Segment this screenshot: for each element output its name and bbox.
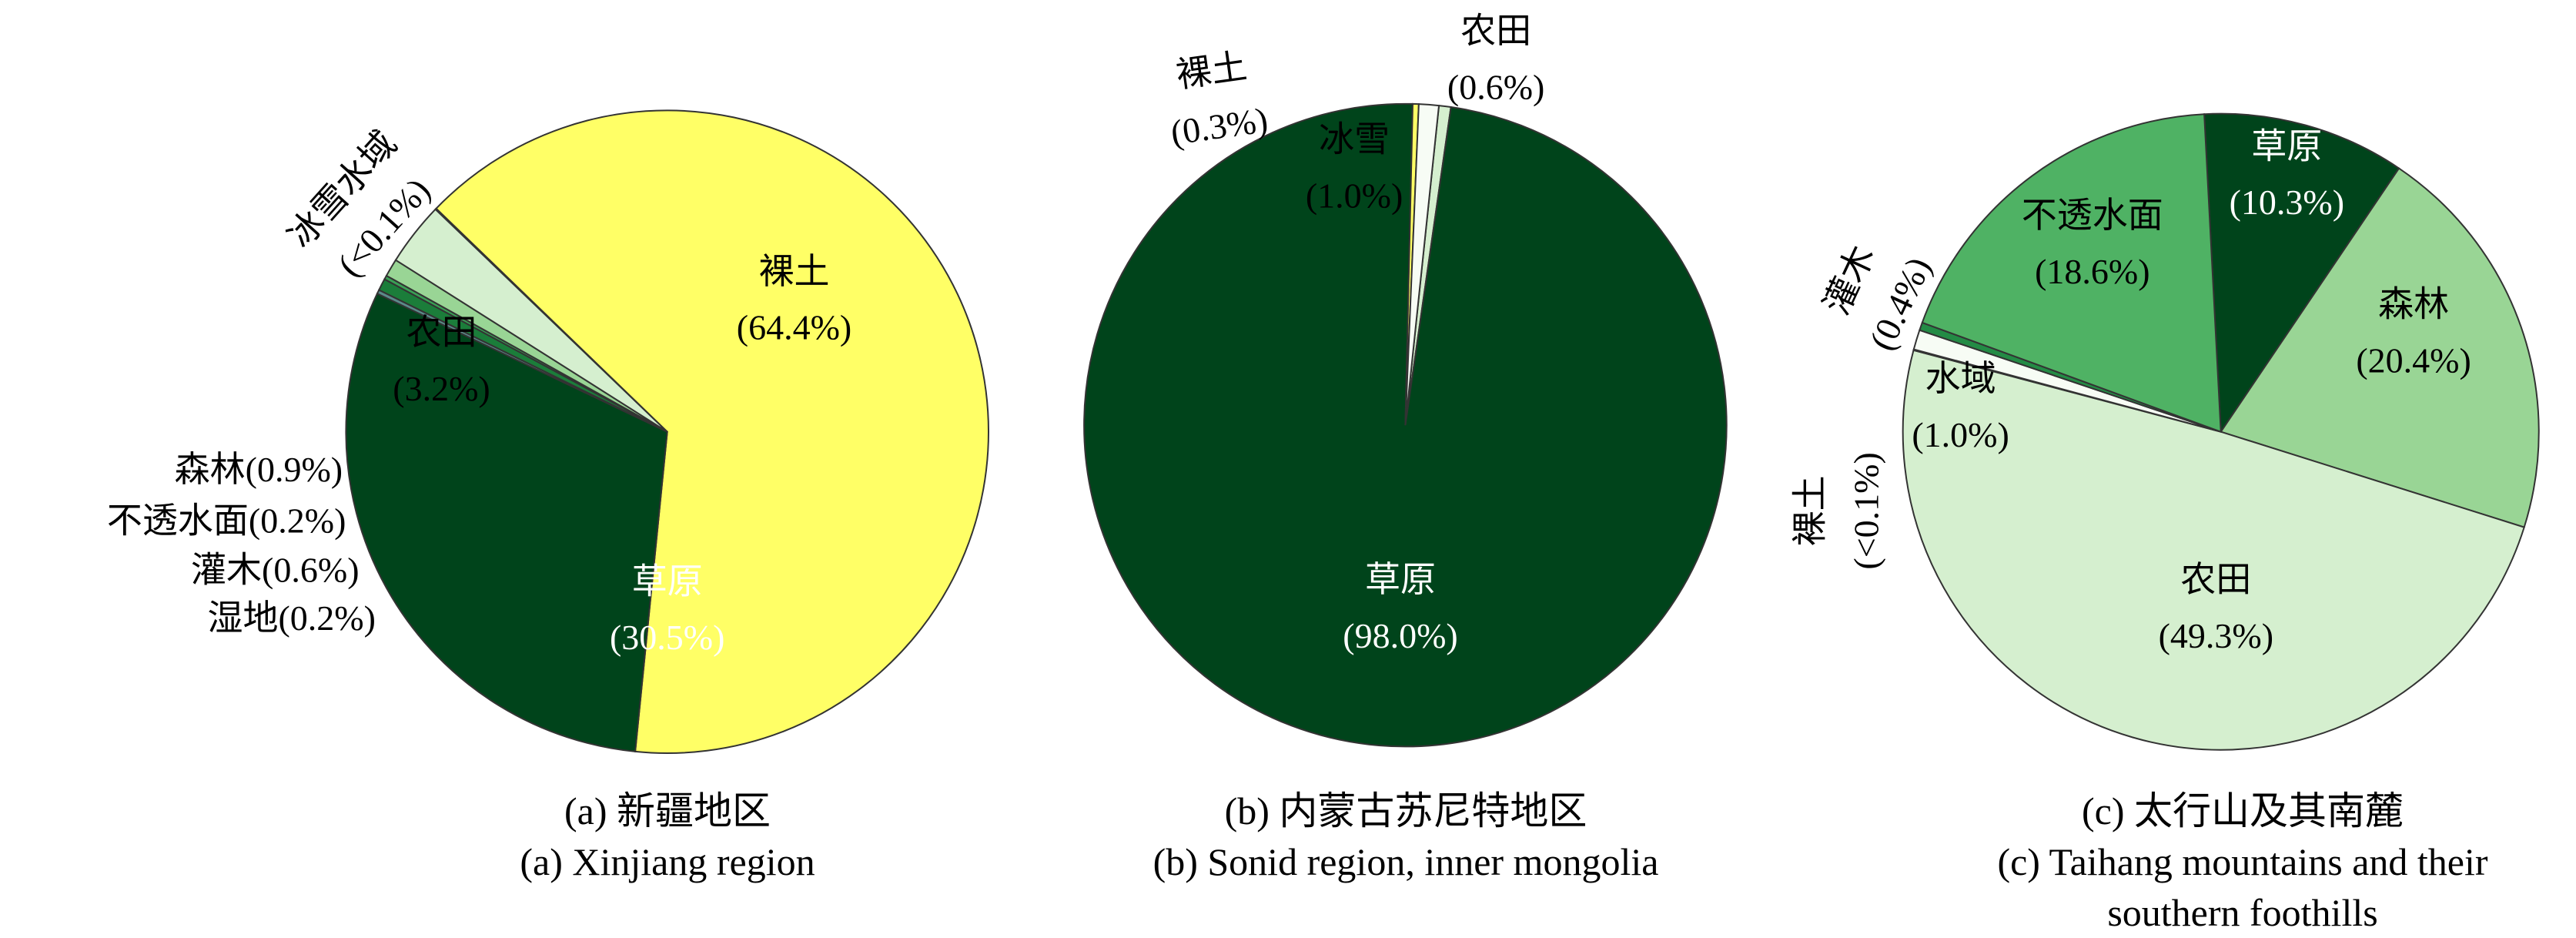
- slice-label: 草原 (30.5%): [610, 561, 724, 657]
- value-label: (0.9%): [246, 450, 343, 489]
- category-label: 森林: [175, 450, 246, 489]
- category-label: 灌木: [191, 550, 262, 589]
- category-label: 农田: [406, 313, 477, 352]
- category-label: 草原: [632, 561, 703, 601]
- category-label: 裸土: [1791, 475, 1830, 546]
- caption-zh: (c) 太行山及其南麓: [2082, 789, 2404, 832]
- caption: (a) 新疆地区 (a) Xinjiang region: [375, 786, 960, 887]
- pie-slice: [1902, 349, 2525, 751]
- pie-charts: 裸土(64.4%)草原(30.5%)湿地(0.2%)灌木(0.6%)不透水面(0…: [107, 12, 2540, 754]
- slice-label: 裸土(0.3%): [1169, 46, 1270, 152]
- pie-slice: [345, 292, 668, 752]
- slice-label: 冰雪 (1.0%): [1306, 120, 1403, 216]
- value-label: (0.2%): [249, 501, 346, 540]
- category-label: 湿地: [207, 598, 278, 637]
- category-label: 草原: [1365, 560, 1436, 599]
- category-label: 冰雪: [1319, 120, 1390, 159]
- slice-label: 灌木(0.6%): [191, 550, 359, 589]
- caption-en: (a) Xinjiang region: [520, 840, 815, 883]
- slice-label: 不透水面(0.2%): [107, 501, 346, 540]
- category-label: 不透水面: [2022, 196, 2163, 235]
- value-label: (30.5%): [610, 618, 724, 657]
- pie: [1902, 112, 2540, 751]
- category-label: 灌木: [1817, 240, 1882, 320]
- caption: (b) 内蒙古苏尼特地区 (b) Sonid region, inner mon…: [1113, 786, 1698, 887]
- pie-slice: [2220, 167, 2540, 528]
- category-label: 不透水面: [107, 501, 249, 540]
- pie-slice: [1921, 113, 2222, 434]
- value-label: (0.6%): [1447, 67, 1544, 106]
- category-label: 水域: [1925, 359, 1996, 398]
- caption-en: (c) Taihang mountains and their southern…: [1997, 840, 2488, 934]
- caption-zh: (a) 新疆地区: [564, 789, 771, 832]
- pie-slice: [2203, 112, 2400, 434]
- slice-label: 草原 (10.3%): [2230, 126, 2344, 222]
- value-label: (18.6%): [2035, 252, 2149, 291]
- pie-slice: [434, 207, 668, 433]
- value-label: (20.4%): [2356, 341, 2471, 380]
- value-label: (<0.1%): [1846, 452, 1885, 569]
- value-label: (3.2%): [393, 369, 490, 408]
- slice-label-text: 不透水面(0.2%): [107, 501, 346, 540]
- caption-en: (b) Sonid region, inner mongolia: [1153, 840, 1659, 883]
- slice-label: 水域 (1.0%): [1912, 359, 2009, 454]
- caption-zh: (b) 内蒙古苏尼特地区: [1224, 789, 1587, 832]
- category-label: 农田: [2180, 560, 2251, 599]
- value-label: (10.3%): [2230, 183, 2344, 222]
- slice-label: 裸土 (<0.1%): [1791, 452, 1886, 569]
- value-label: (64.4%): [737, 308, 851, 347]
- slice-label: 草原 (98.0%): [1343, 560, 1457, 655]
- slice-label-text: 灌木(0.6%): [191, 550, 359, 589]
- pie-slice: [1404, 103, 1440, 426]
- value-label: (0.2%): [278, 598, 375, 637]
- category-label: 裸土: [758, 252, 829, 291]
- slice-label: 农田 (49.3%): [2159, 560, 2273, 655]
- category-label: 裸土: [1173, 46, 1249, 95]
- category-label: 森林: [2378, 285, 2449, 324]
- value-label: (49.3%): [2159, 616, 2273, 655]
- slice-label: 森林 (20.4%): [2356, 285, 2471, 380]
- value-label: (98.0%): [1343, 616, 1457, 655]
- slice-label: 不透水面 (18.6%): [2022, 196, 2163, 291]
- slice-label: 森林(0.9%): [175, 450, 343, 489]
- pie-slice: [435, 109, 989, 754]
- slice-label: 农田 (3.2%): [393, 313, 490, 408]
- caption: (c) 太行山及其南麓 (c) Taihang mountains and th…: [1981, 786, 2504, 938]
- slice-label-text: 湿地(0.2%): [207, 598, 375, 637]
- category-label: 草原: [2251, 126, 2322, 166]
- pie: [345, 109, 989, 754]
- slice-label: 湿地(0.2%): [207, 598, 375, 637]
- value-label: (1.0%): [1306, 176, 1403, 216]
- pie: [1083, 102, 1728, 748]
- slice-label: 裸土 (64.4%): [737, 252, 851, 347]
- slice-label: 农田 (0.6%): [1447, 12, 1544, 107]
- category-label: 农田: [1460, 12, 1531, 51]
- value-label: (1.0%): [1912, 415, 2009, 454]
- value-label: (0.6%): [262, 550, 359, 589]
- slice-label-text: 森林(0.9%): [175, 450, 343, 489]
